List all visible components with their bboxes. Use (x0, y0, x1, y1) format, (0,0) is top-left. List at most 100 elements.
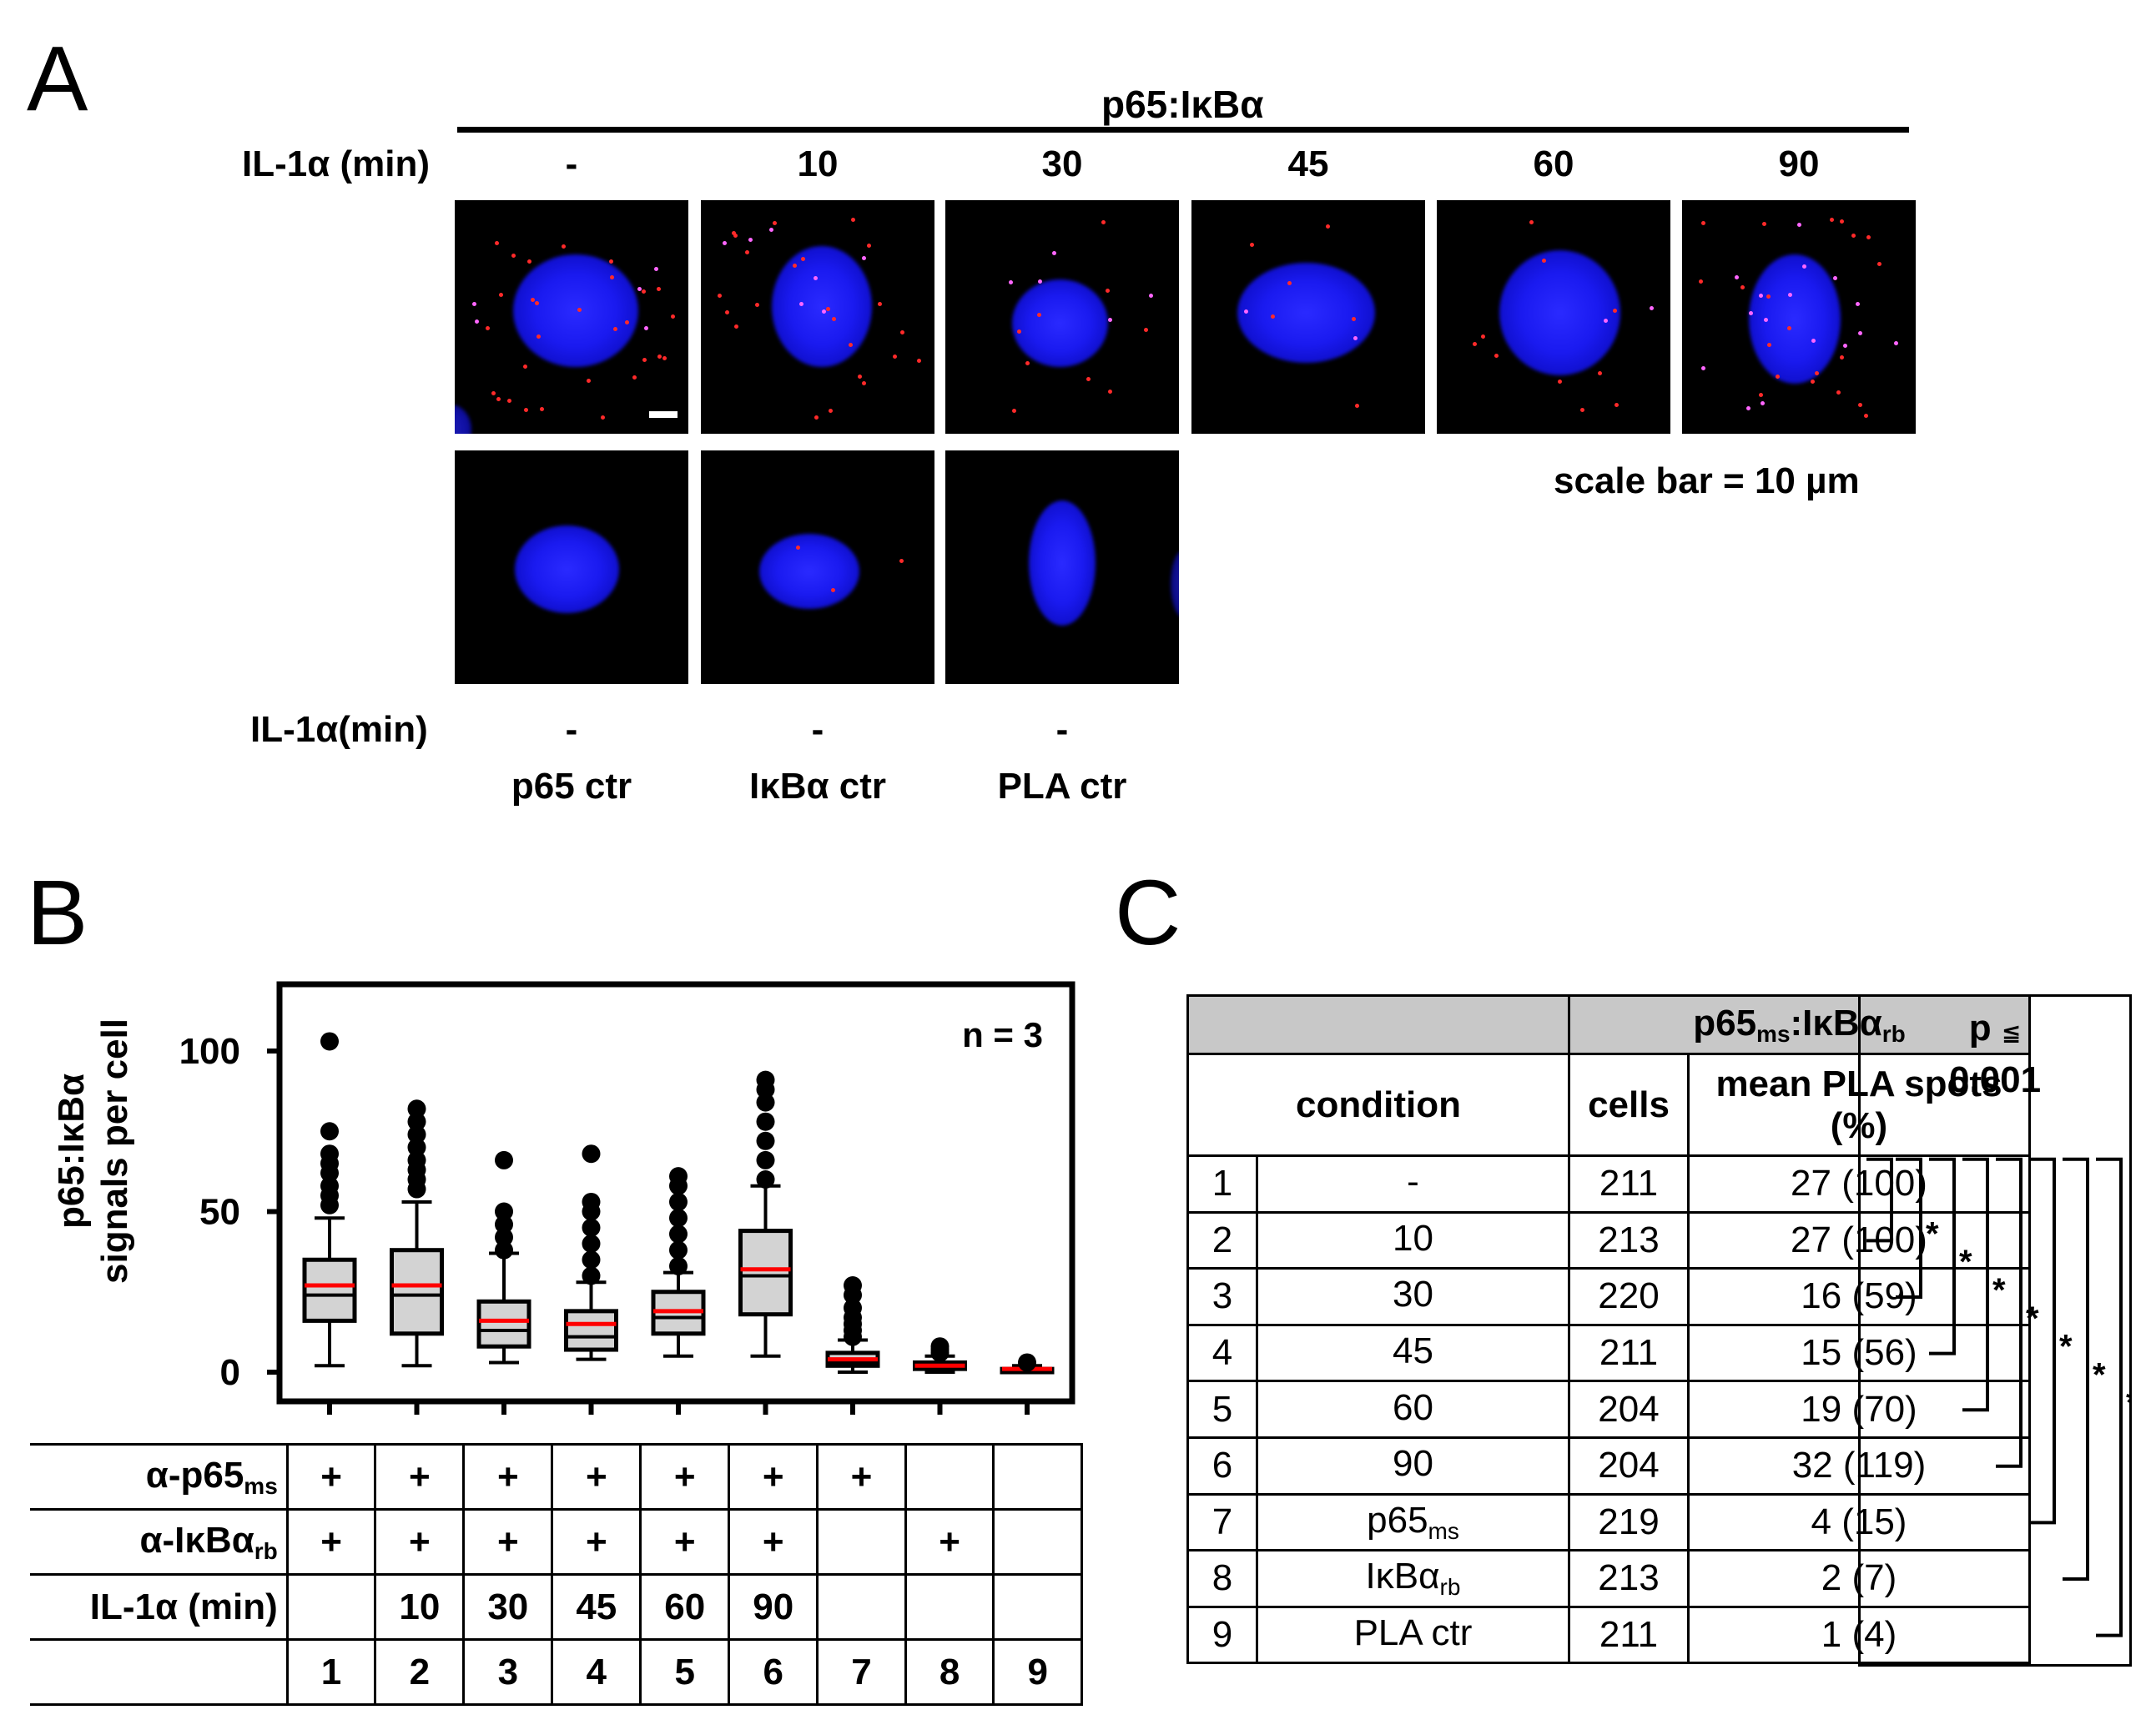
p65-mark: + (462, 1443, 554, 1511)
significance-bracket (2063, 1157, 2089, 1581)
significance-star: * (2093, 1356, 2106, 1393)
pla-spot (1840, 355, 1844, 360)
row-number: 8 (1186, 1549, 1258, 1608)
il1a-value (992, 1573, 1083, 1641)
pla-spot (524, 408, 528, 412)
outlier-point (756, 1150, 775, 1169)
row-cells: 213 (1568, 1210, 1690, 1270)
outlier-point (582, 1235, 601, 1253)
pla-spot (1529, 220, 1534, 224)
pla-spot (1558, 380, 1562, 384)
panel-b-letter: B (27, 862, 88, 964)
row-number: 6 (1186, 1436, 1258, 1496)
lane-number: 2 (374, 1638, 466, 1706)
pla-spot (496, 397, 501, 401)
pla-spot (899, 559, 904, 563)
pla-spot (1701, 366, 1705, 370)
box-iqr (390, 1248, 444, 1336)
row-label-il1a: IL-1α (min) (30, 1573, 289, 1641)
outlier-point (495, 1240, 513, 1260)
pla-spot (540, 407, 544, 411)
micrograph-tile (1682, 200, 1916, 434)
significance-bracket (2029, 1157, 2056, 1525)
p65-mark: + (816, 1443, 907, 1511)
panel-c-letter: C (1115, 862, 1181, 964)
pla-spot (1086, 377, 1091, 381)
pla-spot (1866, 235, 1871, 239)
header-blank (1186, 994, 1570, 1055)
control-value: - (811, 709, 824, 750)
significance-bracket (2096, 1157, 2123, 1637)
pla-spot (733, 234, 738, 238)
outlier-point (756, 1131, 775, 1150)
significance-star: * (1959, 1244, 1972, 1280)
row-label-p65: α-p65ms (30, 1443, 289, 1511)
pla-spot (1613, 309, 1617, 313)
significance-bracket (1866, 1157, 1893, 1243)
pla-spot (671, 314, 675, 319)
row-cells: 204 (1568, 1436, 1690, 1496)
significance-bracket (1896, 1157, 1922, 1299)
outlier-point (320, 1176, 339, 1195)
pla-spot (1250, 243, 1254, 247)
pla-spot (1017, 329, 1021, 334)
ikba-mark: + (285, 1508, 377, 1576)
pla-spot (858, 375, 862, 379)
pla-spot (1009, 280, 1013, 284)
significance-bracket (1929, 1157, 1956, 1355)
pla-spot (613, 327, 617, 331)
outlier-point (844, 1299, 862, 1317)
pla-spot (527, 259, 531, 264)
pla-spot (1650, 306, 1654, 310)
lane-number-spacer (30, 1638, 289, 1706)
pla-spot (642, 289, 646, 294)
lane-number: 4 (551, 1638, 642, 1706)
row-condition: IκBαrb (1256, 1549, 1570, 1608)
il1a-value: 90 (728, 1573, 819, 1641)
p65-mark: + (285, 1443, 377, 1511)
pla-spot (1851, 234, 1856, 238)
il1a-value: 45 (551, 1573, 642, 1641)
lane-number: 6 (728, 1638, 819, 1706)
pla-spot (1762, 222, 1766, 226)
row-cells: 220 (1568, 1267, 1690, 1326)
pla-spot (822, 309, 826, 314)
box-5 (651, 1167, 706, 1358)
micrograph-tile (945, 200, 1179, 434)
outlier-point (407, 1150, 426, 1169)
pla-spot (610, 275, 614, 279)
control-name: PLA ctr (997, 766, 1127, 807)
pla-spot (1542, 259, 1546, 263)
pla-spot (867, 244, 871, 248)
pla-spot (1856, 302, 1860, 306)
box-iqr (302, 1257, 357, 1323)
micrograph-tile-control (945, 450, 1179, 684)
pla-spot (1604, 319, 1608, 323)
outlier-point (495, 1228, 513, 1247)
lane-number: 7 (816, 1638, 907, 1706)
timepoint-label: 60 (1533, 143, 1574, 184)
ikba-mark: + (374, 1508, 466, 1576)
y-tick-label: 100 (179, 1031, 240, 1072)
p65-mark (904, 1443, 995, 1511)
pla-spot (900, 330, 904, 334)
box-9 (1000, 1353, 1055, 1375)
pla-spot (1106, 289, 1110, 293)
micrograph-tile (1191, 200, 1425, 434)
pla-spot (475, 319, 479, 324)
pla-spot (755, 303, 759, 307)
pla-spot (851, 218, 855, 222)
pla-spot (1864, 414, 1868, 418)
micrograph-tile-control (701, 450, 934, 684)
pla-spot (1802, 264, 1806, 269)
pla-spot (1858, 403, 1862, 407)
pla-spot (1830, 218, 1834, 222)
timepoint-label: 30 (1041, 143, 1083, 184)
outlier-point (407, 1099, 426, 1119)
panel-b-ylabel: p65:IκBα signals per cell (50, 934, 137, 1368)
pla-spot (734, 324, 738, 329)
box-2 (390, 1099, 444, 1368)
panel-a-il1a-label: IL-1α (min) (242, 143, 431, 184)
outlier-point (756, 1093, 775, 1112)
outlier-point (756, 1170, 775, 1189)
